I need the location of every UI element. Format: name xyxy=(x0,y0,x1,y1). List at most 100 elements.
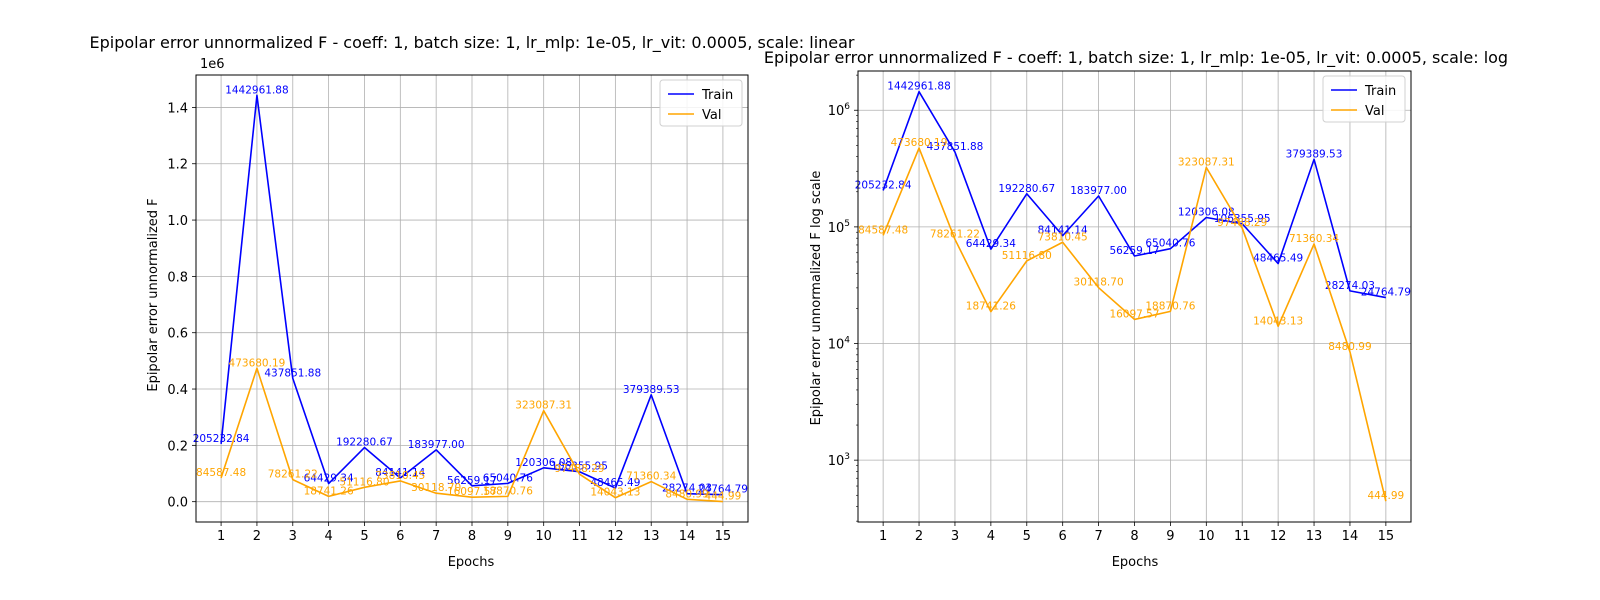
x-tick-label: 4 xyxy=(987,529,995,544)
x-tick-label: 11 xyxy=(571,529,588,544)
data-label: 120306.08 xyxy=(515,457,572,469)
y-tick-label: 0.4 xyxy=(167,383,188,398)
x-tick-label: 4 xyxy=(324,529,332,544)
y-tick-label: 105 xyxy=(828,219,850,236)
y-tick-label: 1.0 xyxy=(167,214,188,229)
data-label: 30118.70 xyxy=(411,482,461,494)
x-tick-label: 14 xyxy=(1342,529,1359,544)
y-tick-label: 1.4 xyxy=(167,101,188,116)
data-label: 8480.99 xyxy=(665,488,708,500)
data-label: 1442961.88 xyxy=(225,84,288,96)
y-tick-label: 0.6 xyxy=(167,327,188,342)
x-tick-label: 10 xyxy=(535,529,552,544)
x-tick-label: 11 xyxy=(1234,529,1251,544)
data-label: 84587.48 xyxy=(858,224,908,236)
data-label: 65040.76 xyxy=(1145,238,1195,250)
legend-label-val: Val xyxy=(702,108,721,123)
data-label: 192280.67 xyxy=(998,183,1055,195)
x-axis-label: Epochs xyxy=(1112,555,1159,570)
plot-area-log: 1 2 3 4 5 6 7 8 9 10 11 12 13 14 15103104105106205232.… xyxy=(828,70,1412,544)
legend-label-train: Train xyxy=(701,88,733,103)
data-label: 71360.34 xyxy=(1289,233,1339,245)
x-tick-label: 15 xyxy=(1378,529,1395,544)
x-tick-label: 2 xyxy=(915,529,923,544)
chart-title: Epipolar error unnormalized F - coeff: 1… xyxy=(764,48,1508,68)
x-tick-label: 6 xyxy=(1059,529,1067,544)
data-label: 48465.49 xyxy=(590,477,640,489)
x-tick-label: 13 xyxy=(643,529,660,544)
data-label: 97488.29 xyxy=(554,463,604,475)
x-tick-label: 2 xyxy=(253,529,261,544)
x-tick-label: 1 xyxy=(217,529,225,544)
data-label: 473680.19 xyxy=(891,137,948,149)
axes-frame xyxy=(857,70,1412,523)
x-tick-label: 1 xyxy=(879,529,887,544)
data-label: 192280.67 xyxy=(336,437,393,449)
x-tick-label: 6 xyxy=(396,529,404,544)
data-label: 106355.95 xyxy=(1214,213,1271,225)
legend-label-train: Train xyxy=(1364,84,1396,99)
y-tick-label: 106 xyxy=(828,102,851,119)
data-label: 73810.45 xyxy=(1038,231,1088,243)
data-label: 437851.88 xyxy=(264,367,321,379)
data-label: 106355.95 xyxy=(551,461,608,473)
data-label: 51116.80 xyxy=(1002,250,1052,262)
x-tick-label: 7 xyxy=(432,529,440,544)
data-label: 28274.03 xyxy=(662,483,712,495)
data-label: 205232.84 xyxy=(193,433,250,445)
data-label: 24764.79 xyxy=(1361,287,1411,299)
offset-text: 1e6 xyxy=(200,57,225,72)
y-axis-label: Epipolar error unnormalized F xyxy=(146,198,161,391)
y-tick-label: 0.2 xyxy=(167,439,188,454)
legend-box xyxy=(1322,75,1406,123)
x-tick-label: 7 xyxy=(1094,529,1102,544)
data-label: 14043.13 xyxy=(1253,315,1303,327)
x-tick-label: 5 xyxy=(360,529,368,544)
x-tick-label: 8 xyxy=(468,529,476,544)
data-label: 84141.14 xyxy=(1038,225,1088,237)
data-label: 120306.08 xyxy=(1178,207,1235,219)
x-axis-label: Epochs xyxy=(448,555,495,570)
data-label: 183977.00 xyxy=(408,439,465,451)
data-label: 323087.31 xyxy=(515,400,572,412)
x-tick-label: 12 xyxy=(607,529,624,544)
data-label: 28274.03 xyxy=(1325,280,1375,292)
data-label: 473680.19 xyxy=(229,357,286,369)
legend-label-val: Val xyxy=(1365,104,1384,119)
data-label: 8480.99 xyxy=(1328,341,1371,353)
data-label: 97488.29 xyxy=(1217,217,1267,229)
data-label: 30118.70 xyxy=(1074,277,1124,289)
series-line-train xyxy=(882,90,1387,299)
data-label: 437851.88 xyxy=(927,141,984,153)
x-tick-label: 9 xyxy=(504,529,512,544)
x-tick-label: 14 xyxy=(679,529,696,544)
x-tick-label: 10 xyxy=(1198,529,1215,544)
chart-log: Epipolar error unnormalized F - coeff: 1… xyxy=(764,48,1508,570)
plot-area-linear: 1 2 3 4 5 6 7 8 9 10 11 12 13 14 150.00.20.40.60.81.01… xyxy=(167,74,749,544)
y-tick-label: 1.2 xyxy=(167,158,188,173)
x-tick-label: 13 xyxy=(1306,529,1323,544)
data-label: 64429.34 xyxy=(966,238,1016,250)
data-label: 18741.26 xyxy=(304,485,354,497)
data-label: 14043.13 xyxy=(590,487,640,499)
data-label: 51116.80 xyxy=(339,476,389,488)
y-tick-label: 104 xyxy=(828,336,851,353)
data-label: 56259.17 xyxy=(1109,245,1159,257)
data-label: 323087.31 xyxy=(1178,156,1235,168)
x-tick-label: 15 xyxy=(715,529,732,544)
data-label: 73810.45 xyxy=(375,470,425,482)
data-label: 16097.57 xyxy=(447,486,497,498)
data-label: 18741.26 xyxy=(966,301,1016,313)
y-tick-label: 0.0 xyxy=(167,496,188,511)
data-label: 379389.53 xyxy=(1286,148,1343,160)
axes-frame xyxy=(195,74,749,523)
series-line-train xyxy=(220,94,723,496)
data-label: 18870.76 xyxy=(483,485,533,497)
series-line-val xyxy=(882,147,1387,502)
chart-linear: Epipolar error unnormalized F - coeff: 1… xyxy=(89,33,854,570)
data-label: 78261.22 xyxy=(930,228,980,240)
series-line-val xyxy=(220,367,723,503)
data-label: 24764.79 xyxy=(698,484,748,496)
x-tick-label: 5 xyxy=(1023,529,1031,544)
